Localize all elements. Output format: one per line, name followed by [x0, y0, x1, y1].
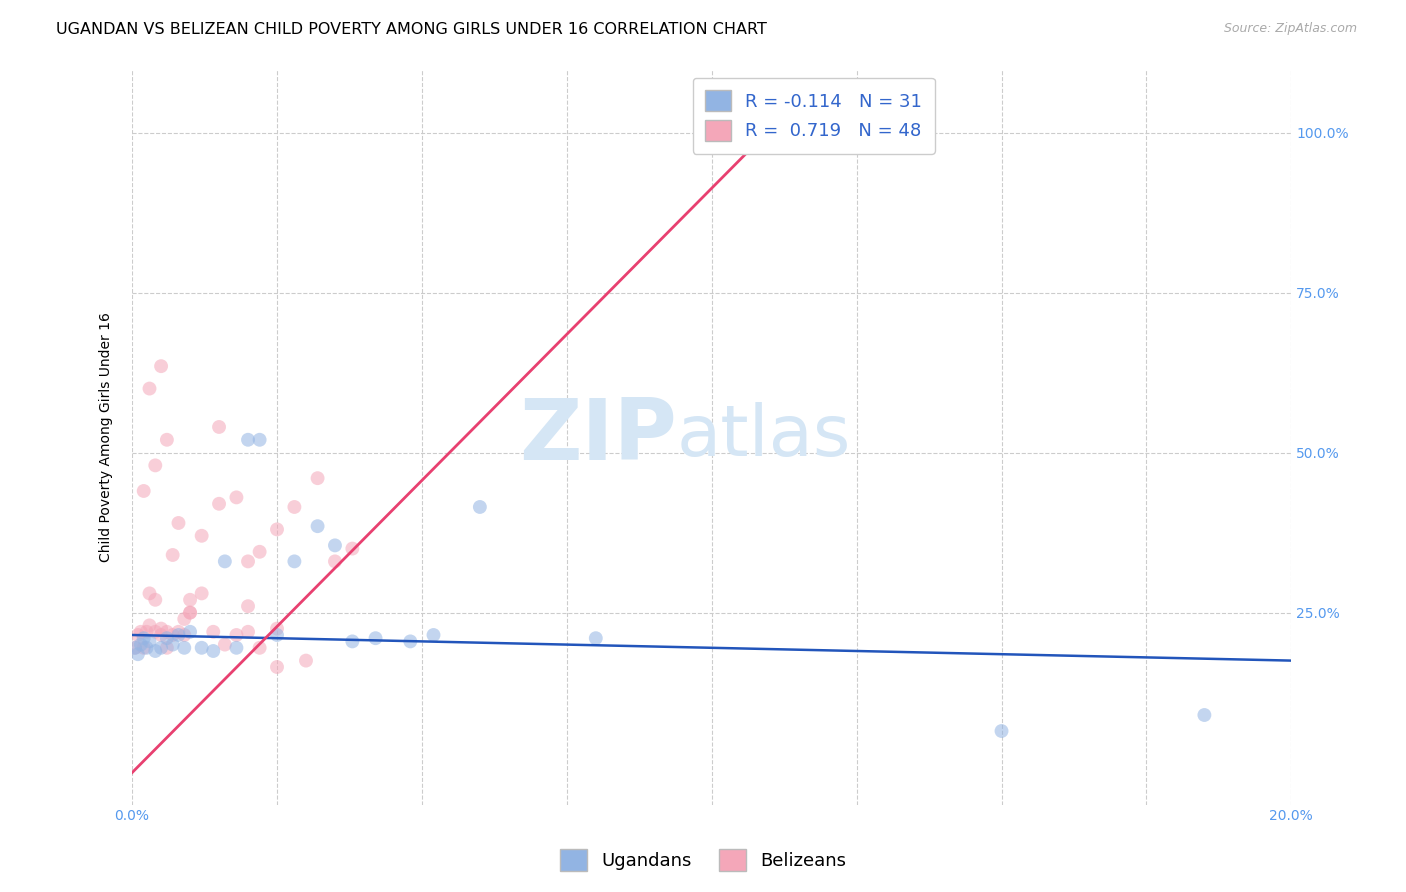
Point [236, 554, 259, 568]
Legend: Ugandans, Belizeans: Ugandans, Belizeans [553, 842, 853, 879]
Point [585, 631, 607, 645]
Point [162, 548, 184, 562]
Point [138, 634, 160, 648]
Point [202, 644, 225, 658]
Text: UGANDAN VS BELIZEAN CHILD POVERTY AMONG GIRLS UNDER 16 CORRELATION CHART: UGANDAN VS BELIZEAN CHILD POVERTY AMONG … [56, 22, 768, 37]
Point [127, 628, 149, 642]
Point [202, 624, 225, 639]
Point [124, 640, 146, 655]
Point [150, 628, 173, 642]
Point [1194, 708, 1216, 723]
Text: atlas: atlas [676, 402, 851, 471]
Y-axis label: Child Poverty Among Girls Under 16: Child Poverty Among Girls Under 16 [100, 311, 114, 561]
Point [179, 624, 201, 639]
Point [173, 612, 195, 626]
Point [208, 497, 231, 511]
Point [342, 541, 364, 556]
Point [225, 491, 247, 505]
Point [190, 640, 212, 655]
Point [422, 628, 444, 642]
Point [138, 618, 160, 632]
Point [179, 606, 201, 620]
Point [156, 433, 179, 447]
Point [138, 586, 160, 600]
Point [236, 624, 259, 639]
Point [323, 554, 346, 568]
Point [190, 529, 212, 543]
Point [135, 624, 157, 639]
Point [156, 631, 179, 645]
Point [323, 538, 346, 552]
Point [307, 471, 329, 485]
Point [173, 640, 195, 655]
Point [236, 599, 259, 614]
Point [162, 638, 184, 652]
Point [124, 640, 146, 655]
Point [167, 516, 190, 530]
Point [214, 554, 236, 568]
Point [468, 500, 491, 514]
Point [342, 634, 364, 648]
Point [150, 640, 173, 655]
Point [225, 640, 247, 655]
Point [173, 628, 195, 642]
Point [266, 522, 288, 536]
Point [150, 359, 173, 373]
Point [266, 622, 288, 636]
Point [283, 554, 305, 568]
Point [179, 606, 201, 620]
Point [225, 628, 247, 642]
Point [214, 638, 236, 652]
Point [132, 631, 155, 645]
Point [266, 660, 288, 674]
Point [156, 624, 179, 639]
Point [129, 624, 152, 639]
Point [143, 644, 166, 658]
Point [143, 592, 166, 607]
Point [132, 483, 155, 498]
Point [135, 640, 157, 655]
Point [990, 724, 1012, 739]
Point [143, 458, 166, 473]
Point [167, 628, 190, 642]
Point [249, 433, 271, 447]
Point [190, 586, 212, 600]
Text: Source: ZipAtlas.com: Source: ZipAtlas.com [1223, 22, 1357, 36]
Point [307, 519, 329, 533]
Point [162, 628, 184, 642]
Point [208, 420, 231, 434]
Point [167, 624, 190, 639]
Point [143, 624, 166, 639]
Point [399, 634, 422, 648]
Point [249, 545, 271, 559]
Point [127, 647, 149, 661]
Point [249, 640, 271, 655]
Point [283, 500, 305, 514]
Legend: R = -0.114   N = 31, R =  0.719   N = 48: R = -0.114 N = 31, R = 0.719 N = 48 [693, 78, 935, 153]
Point [364, 631, 387, 645]
Point [236, 433, 259, 447]
Point [129, 638, 152, 652]
Point [266, 628, 288, 642]
Point [156, 640, 179, 655]
Point [179, 592, 201, 607]
Point [132, 640, 155, 655]
Point [150, 622, 173, 636]
Text: ZIP: ZIP [519, 395, 676, 478]
Point [138, 382, 160, 396]
Point [295, 654, 318, 668]
